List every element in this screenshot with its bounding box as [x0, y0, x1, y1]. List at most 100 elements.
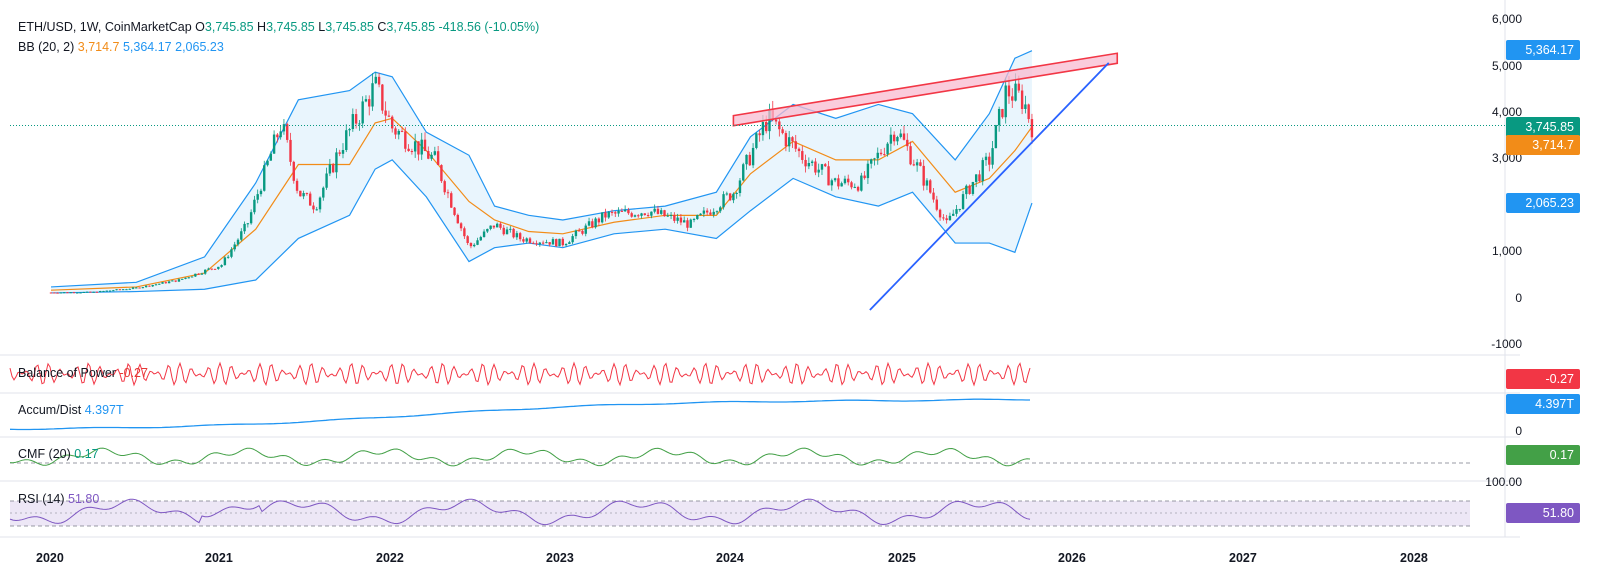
rsi-legend[interactable]: RSI (14) 51.80: [18, 492, 99, 506]
candle: [459, 222, 463, 232]
candle: [328, 158, 332, 177]
candle: [702, 207, 706, 218]
candle: [643, 213, 647, 216]
candle: [308, 191, 312, 206]
candle-body: [354, 114, 358, 124]
candle-body: [623, 209, 627, 212]
candle-body: [351, 114, 355, 130]
candle: [748, 151, 752, 167]
candle: [125, 288, 128, 291]
candle-body: [203, 269, 207, 274]
candle: [824, 162, 827, 168]
candle: [679, 214, 683, 226]
candle-body: [190, 276, 194, 278]
candle-body: [440, 165, 443, 182]
bop-pane: [9, 361, 1031, 387]
candle: [965, 184, 968, 199]
candle: [791, 136, 794, 148]
candle: [364, 95, 368, 103]
candle: [420, 132, 423, 160]
low-value: 3,745.85: [325, 20, 374, 34]
candle-body: [860, 175, 863, 191]
candle: [660, 207, 663, 215]
candle-body: [564, 243, 568, 246]
candle: [794, 134, 797, 152]
candle-body: [430, 154, 433, 159]
candle: [463, 226, 466, 239]
candle: [473, 243, 476, 248]
candle-body: [945, 218, 948, 221]
candle-body: [804, 159, 807, 167]
candle-body: [551, 239, 555, 245]
candle: [99, 290, 102, 293]
candle: [774, 119, 778, 125]
candle: [860, 172, 863, 192]
candle-body: [420, 139, 423, 155]
candle: [427, 146, 430, 160]
y-tick: 6,000: [1491, 12, 1522, 26]
candle-body: [220, 265, 223, 267]
candle: [233, 241, 236, 252]
candle: [587, 217, 591, 227]
resistance-channel: [732, 52, 1119, 127]
candle: [797, 147, 801, 158]
candle-body: [505, 229, 509, 235]
candle: [144, 285, 148, 288]
candle-body: [144, 285, 148, 288]
candle-body: [915, 162, 919, 166]
candle: [646, 212, 650, 218]
candle-body: [295, 180, 299, 191]
candle: [1027, 103, 1030, 123]
ad-legend[interactable]: Accum/Dist 4.397T: [18, 403, 124, 417]
candle-body: [833, 178, 837, 181]
candle: [863, 171, 866, 180]
candle: [518, 231, 522, 242]
bop-legend[interactable]: Balance of Power -0.27: [18, 366, 148, 380]
candle-body: [607, 211, 610, 218]
candle: [974, 174, 978, 188]
candle-body: [223, 257, 227, 266]
candle: [817, 163, 820, 178]
candle-body: [938, 209, 942, 218]
candle-body: [368, 99, 371, 107]
candle: [410, 148, 414, 155]
candle-body: [1004, 85, 1007, 118]
x-tick: 2025: [888, 551, 916, 565]
candle-body: [282, 124, 286, 132]
bb-legend[interactable]: BB (20, 2) 3,714.7 5,364.17 2,065.23: [18, 40, 224, 54]
candle: [994, 124, 998, 149]
candle-body: [850, 182, 853, 188]
candle: [207, 267, 210, 271]
candle-body: [709, 212, 712, 215]
candle-body: [259, 190, 263, 195]
cmf-legend[interactable]: CMF (20) 0.17: [18, 447, 99, 461]
candle-body: [525, 238, 528, 242]
y-tick: -1000: [1491, 337, 1522, 351]
candle: [469, 242, 473, 249]
y-tick: 1,000: [1491, 244, 1522, 258]
candle-body: [715, 211, 719, 213]
candle: [69, 292, 72, 294]
candle: [755, 131, 758, 150]
candle: [292, 160, 295, 184]
candle-body: [325, 173, 328, 188]
candle: [705, 208, 709, 216]
candle-body: [922, 165, 925, 186]
candle-body: [991, 148, 994, 165]
candle-body: [499, 223, 502, 228]
candle-body: [400, 130, 404, 132]
candle-body: [909, 146, 912, 165]
candle-body: [817, 169, 820, 173]
candle: [436, 145, 440, 166]
candle: [354, 108, 358, 129]
candle-body: [286, 124, 289, 140]
candle: [82, 291, 86, 293]
candle-body: [518, 233, 522, 240]
candle-body: [377, 76, 381, 85]
candle: [315, 206, 318, 211]
candle: [286, 122, 289, 143]
symbol-legend[interactable]: ETH/USD, 1W, CoinMarketCap O3,745.85 H3,…: [18, 20, 539, 34]
y-tick: 0: [1515, 291, 1522, 305]
candle: [991, 140, 994, 169]
